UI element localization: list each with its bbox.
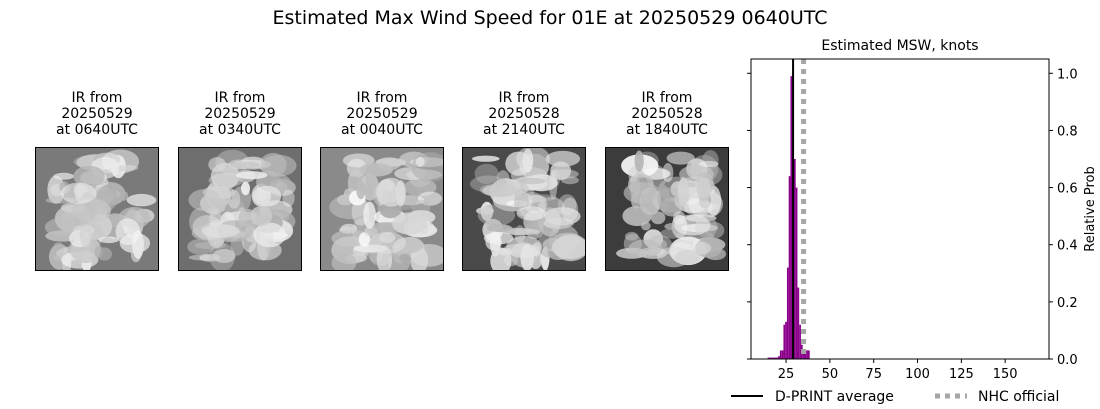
y-axis-label: Relative Prob	[1083, 166, 1098, 251]
ir-panel-label-line2: 20250528	[488, 106, 560, 122]
y-tick-label: 0.2	[1057, 296, 1078, 311]
histogram-bar	[799, 324, 801, 359]
ir-satellite-image	[35, 147, 159, 271]
chart-title: Estimated MSW, knots	[821, 38, 978, 54]
histogram-bar	[786, 267, 789, 359]
histogram-bar	[774, 357, 777, 359]
x-tick-label: 75	[865, 367, 882, 382]
histogram-bar	[779, 350, 782, 359]
ir-panel-label: IR from 20250528 at 2140UTC	[454, 90, 594, 138]
histogram-bar	[785, 321, 787, 359]
ir-panel-label-line2: 20250529	[61, 106, 133, 122]
x-tick-label: 25	[778, 367, 795, 382]
ir-panel-label-line2: 20250528	[631, 106, 703, 122]
ir-panel-label-line3: at 2140UTC	[483, 122, 565, 138]
ir-panel-label-line1: IR from	[498, 90, 550, 106]
histogram-bar	[793, 159, 796, 359]
ir-satellite-image	[462, 147, 586, 271]
ir-panel-label-line2: 20250529	[204, 106, 276, 122]
histogram-bar	[776, 357, 779, 359]
histogram-bar	[778, 356, 780, 359]
ir-satellite-image	[320, 147, 444, 271]
y-tick-label: 0.4	[1057, 239, 1078, 254]
y-tick-label: 1.0	[1057, 67, 1078, 82]
histogram-bar	[783, 324, 786, 359]
ir-panel-label-line1: IR from	[356, 90, 408, 106]
ir-panel-label-line3: at 1840UTC	[626, 122, 708, 138]
ir-panel-label-line2: 20250529	[346, 106, 418, 122]
histogram-bar	[772, 357, 775, 359]
x-tick-label: 100	[905, 367, 930, 382]
histogram-bar	[767, 357, 770, 359]
histogram-bar	[806, 350, 808, 359]
histogram-bar	[790, 76, 793, 359]
plot-frame	[750, 58, 1050, 360]
histogram-bar	[781, 350, 784, 359]
histogram-bar	[804, 350, 807, 359]
ir-panel-label-line1: IR from	[214, 90, 266, 106]
y-tick-label: 0.8	[1057, 124, 1078, 139]
x-tick-label: 150	[993, 367, 1018, 382]
ir-panel-label-line3: at 0340UTC	[199, 122, 281, 138]
histogram-bar	[788, 176, 791, 359]
ir-satellite-image	[605, 147, 729, 271]
figure-title: Estimated Max Wind Speed for 01E at 2025…	[272, 7, 828, 29]
histogram-bar	[807, 350, 810, 359]
histogram-bar	[769, 357, 772, 359]
ir-panel-label-line1: IR from	[71, 90, 123, 106]
ir-panel-label-line3: at 0040UTC	[341, 122, 423, 138]
ir-panel-label: IR from 20250528 at 1840UTC	[597, 90, 737, 138]
ir-satellite-image	[178, 147, 302, 271]
ir-panel-label-line3: at 0640UTC	[56, 122, 138, 138]
histogram-bar	[802, 350, 805, 359]
legend-nhc-label: NHC official	[978, 389, 1059, 405]
x-tick-label: 50	[822, 367, 839, 382]
histogram-bar	[795, 187, 798, 359]
legend-dprint-label: D-PRINT average	[775, 389, 894, 405]
ir-panel-label-line1: IR from	[641, 90, 693, 106]
ir-panel-label: IR from 20250529 at 0340UTC	[170, 90, 310, 138]
ir-panel-label: IR from 20250529 at 0040UTC	[312, 90, 452, 138]
histogram-bar	[771, 357, 773, 359]
y-tick-label: 0.6	[1057, 182, 1078, 197]
y-tick-label: 0.0	[1057, 353, 1078, 368]
x-tick-label: 125	[949, 367, 974, 382]
histogram-bar	[797, 287, 800, 359]
ir-panel-label: IR from 20250529 at 0640UTC	[27, 90, 167, 138]
